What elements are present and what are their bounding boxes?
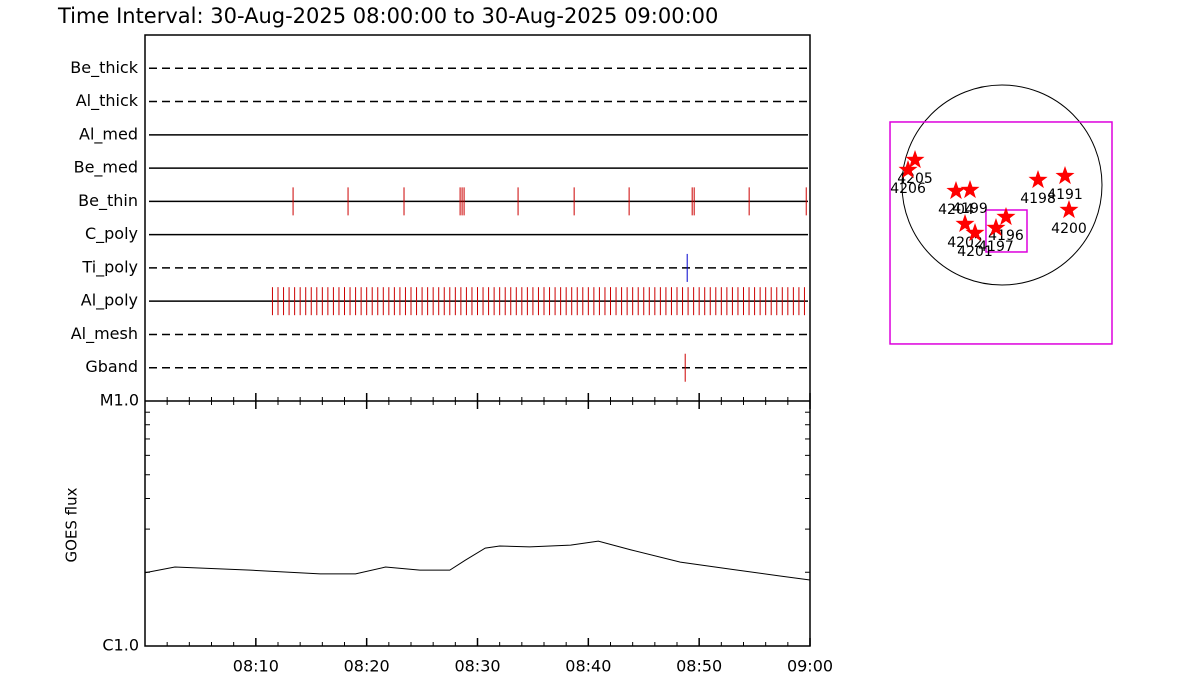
- x-tick-label: 08:20: [344, 657, 390, 676]
- region-star: [1055, 166, 1075, 185]
- region-label: 4202: [947, 235, 983, 251]
- row-label: Al_mesh: [71, 324, 138, 344]
- region-star: [955, 214, 975, 232]
- region-star: [1028, 170, 1048, 189]
- row-label: Al_poly: [81, 291, 138, 311]
- row-label: Al_med: [79, 124, 138, 144]
- region-star: [960, 180, 980, 199]
- region-label: 4198: [1020, 191, 1056, 207]
- region-star: [996, 207, 1016, 226]
- x-tick-label: 08:40: [565, 657, 611, 676]
- region-star: [905, 150, 925, 169]
- x-tick-label: 09:00: [787, 657, 833, 676]
- row-label: Al_thick: [76, 91, 139, 111]
- row-label: Be_med: [74, 158, 138, 178]
- region-star: [965, 223, 985, 242]
- y-tick-label: M1.0: [100, 391, 139, 410]
- region-label: 4200: [1051, 221, 1087, 237]
- region-label: 4197: [978, 239, 1014, 255]
- chart-title: Time Interval: 30-Aug-2025 08:00:00 to 3…: [57, 4, 718, 28]
- y-axis-label: GOES flux: [63, 487, 81, 562]
- row-label: C_poly: [85, 224, 138, 244]
- row-label: Gband: [85, 357, 138, 376]
- row-label: Ti_poly: [81, 257, 138, 277]
- solar-disk: [901, 84, 1103, 286]
- flux-line: [144, 540, 811, 581]
- plot-frame: [144, 34, 811, 647]
- row-label: Be_thick: [70, 58, 138, 78]
- region-star: [986, 218, 1006, 237]
- row-label: Be_thin: [78, 191, 138, 211]
- x-tick-label: 08:30: [454, 657, 500, 676]
- fov-box: [889, 121, 1113, 345]
- region-label: 4191: [1047, 187, 1083, 203]
- region-label: 4199: [952, 201, 988, 217]
- x-tick-label: 08:50: [676, 657, 722, 676]
- y-tick-label: C1.0: [102, 636, 139, 655]
- region-label: 4201: [957, 244, 993, 260]
- region-star: [1059, 200, 1079, 219]
- region-label: 4206: [890, 181, 926, 197]
- region-label: 4204: [938, 202, 974, 218]
- region-star: [946, 181, 966, 200]
- x-tick-label: 08:10: [233, 657, 279, 676]
- region-star: [898, 160, 918, 179]
